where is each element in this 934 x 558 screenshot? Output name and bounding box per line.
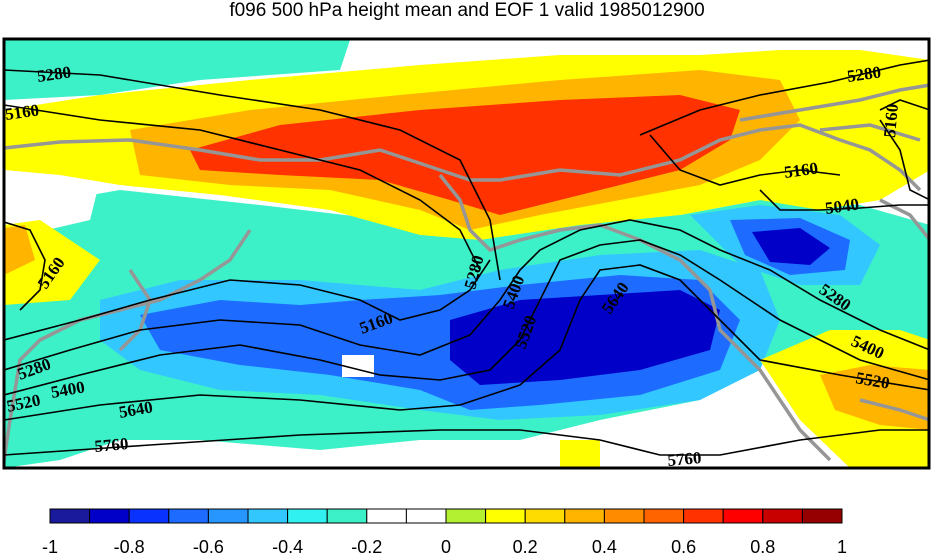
colorbar-swatch (366, 508, 407, 524)
colorbar-tick-label: -0.2 (351, 537, 383, 557)
colorbar-tick-label: -0.6 (192, 537, 224, 557)
red-region (190, 95, 740, 215)
colorbar-swatch (564, 508, 605, 524)
colorbar-swatch (168, 508, 209, 524)
orange-right (820, 365, 929, 430)
colorbar-swatch (128, 508, 170, 524)
yellow-bottom (560, 440, 600, 468)
colorbar-swatch (287, 508, 328, 524)
colorbar-tick-label: 0.4 (591, 537, 617, 557)
colorbar-swatch (643, 508, 685, 524)
colorbar-tick-label: -0.8 (113, 537, 145, 557)
darkblue-center (450, 290, 720, 385)
colorbar-tick-label: 0 (440, 537, 452, 557)
colorbar-swatch (445, 508, 487, 524)
contour-label: 5040 (824, 194, 860, 218)
map-frame (2, 37, 931, 470)
colorbar-swatch (524, 508, 566, 524)
colorbar-tick-label: 1 (836, 537, 848, 557)
contour-label: 5160 (783, 158, 819, 182)
coastlines (4, 83, 929, 462)
orange-left (4, 225, 35, 275)
contour-label: 5160 (880, 103, 902, 139)
colorbar-swatch (326, 508, 368, 524)
darkblue-right (752, 228, 830, 265)
colorbar-swatch (603, 508, 645, 524)
colorbar-tick-label: -1 (41, 537, 59, 557)
contour-label: 5760 (667, 448, 703, 470)
colorbar-swatch (89, 508, 130, 524)
map-title: f096 500 hPa height mean and EOF 1 valid… (229, 0, 705, 21)
colorbar-swatch (207, 508, 249, 524)
contour-lines (4, 59, 929, 456)
colorbar-swatch (247, 508, 289, 524)
teal-left (4, 295, 90, 360)
colorbar-swatch (49, 508, 91, 524)
contour-label: 5280 (36, 62, 72, 86)
colorbar-tick-label: -0.4 (272, 537, 304, 557)
colorbar-swatch (683, 508, 724, 524)
colorbar-tick-label: 0.2 (512, 537, 538, 557)
colorbar-swatch (722, 508, 764, 524)
shaded-field (4, 39, 929, 468)
colorbar-tick-label: 0.8 (750, 537, 776, 557)
colorbar-swatch (485, 508, 526, 524)
contour-label: 5160 (4, 100, 40, 124)
colorbar-swatch (762, 508, 803, 524)
colorbar-swatch (405, 508, 447, 524)
colorbar-swatch (801, 508, 843, 524)
contour-label: 5760 (94, 434, 130, 456)
colorbar (49, 508, 843, 524)
contour-label: 5280 (846, 62, 882, 86)
teal-top-left (4, 40, 350, 100)
colorbar-tick-label: 0.6 (671, 537, 697, 557)
